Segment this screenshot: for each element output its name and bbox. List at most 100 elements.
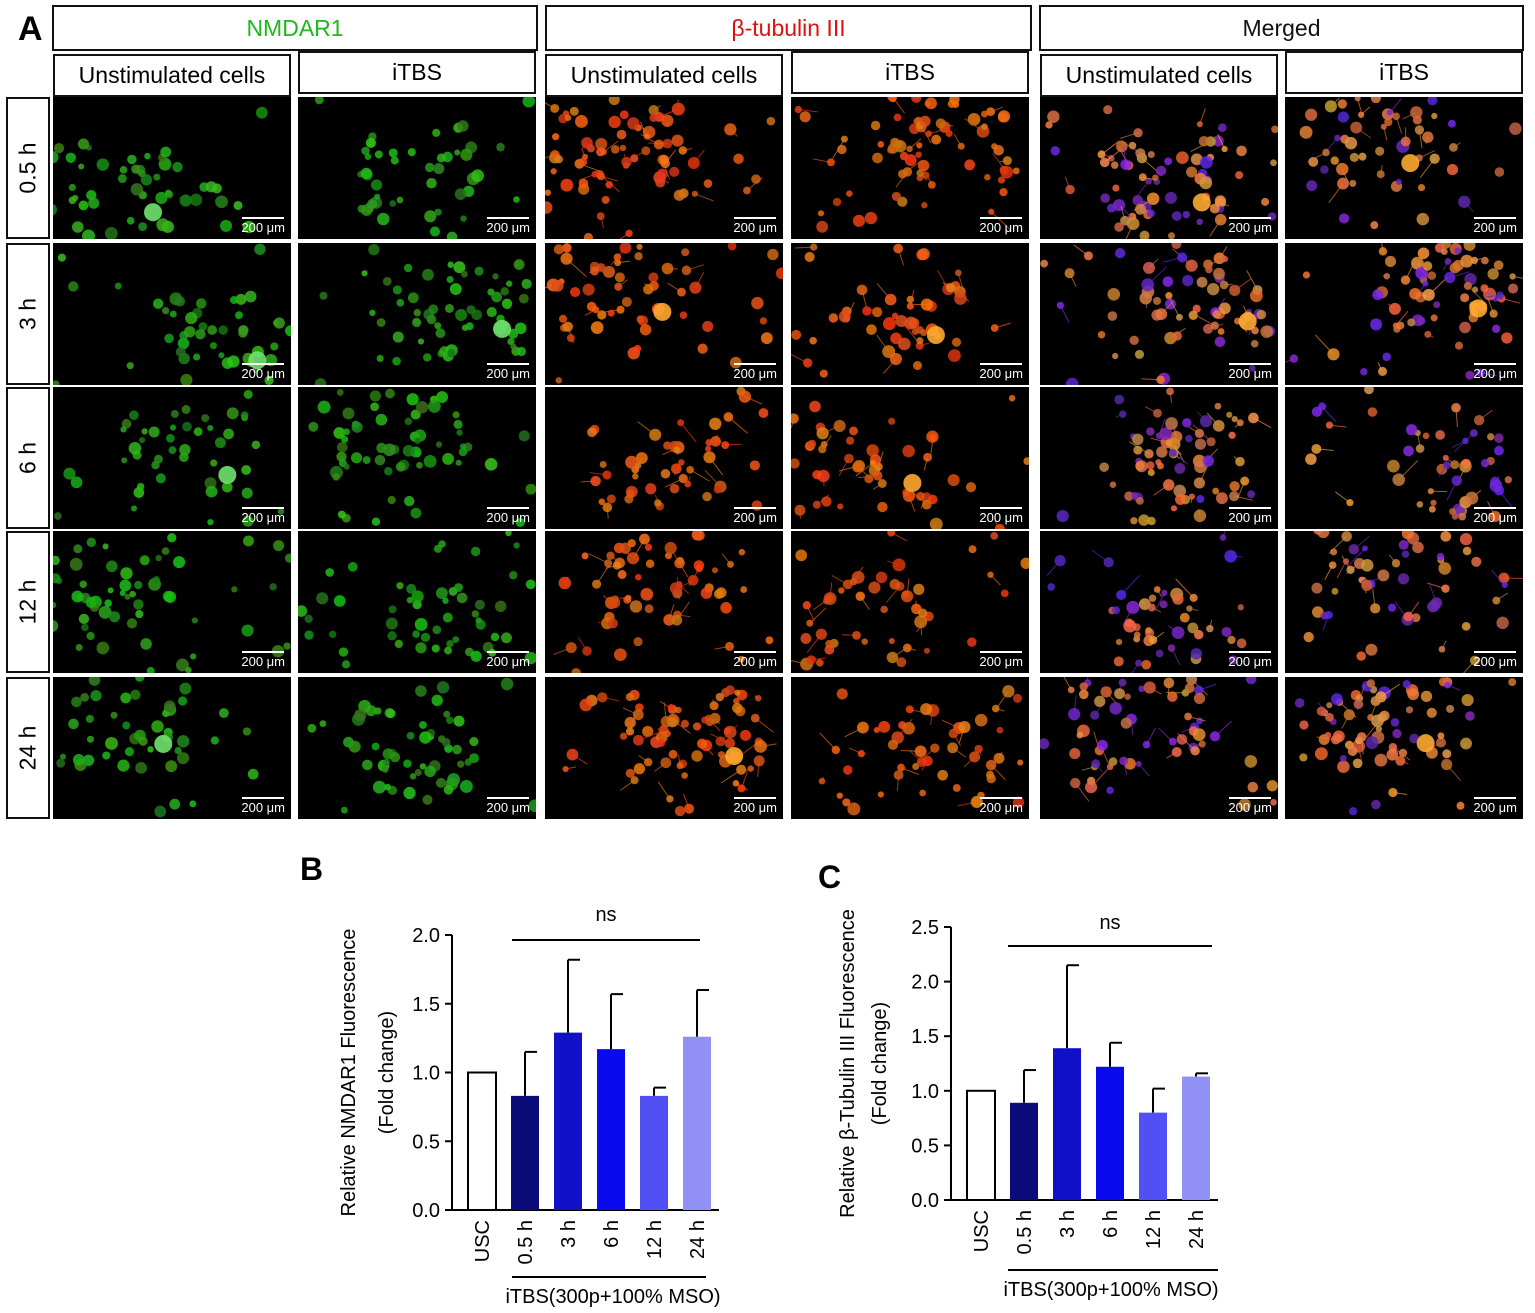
x-tick-label: 24 h <box>1186 1210 1208 1249</box>
micrograph-green: 200 μm <box>53 531 291 673</box>
cell-cluster <box>314 243 532 385</box>
cell-cluster <box>1294 677 1517 816</box>
y-tick-label: 1.0 <box>911 1081 939 1103</box>
micrograph-green: 200 μm <box>298 243 536 385</box>
cell-cluster <box>1056 387 1272 526</box>
cell-cluster <box>53 533 291 673</box>
scale-bar: 200 μm <box>1473 217 1517 235</box>
cell-cluster <box>1046 531 1247 673</box>
scale-bar: 200 μm <box>979 797 1023 815</box>
y-axis-label-unit: (Fold change) <box>376 1011 398 1134</box>
cell-cluster <box>545 97 776 239</box>
scale-bar: 200 μm <box>1228 651 1272 669</box>
scale-bar: 200 μm <box>979 651 1023 669</box>
scale-bar: 200 μm <box>1228 217 1272 235</box>
y-tick-label: 2.0 <box>412 925 440 947</box>
scale-bar: 200 μm <box>1228 797 1272 815</box>
cell-cluster <box>1040 243 1275 385</box>
scale-bar: 200 μm <box>486 797 530 815</box>
y-tick-label: 0.5 <box>412 1131 440 1153</box>
bar-6h <box>597 1049 625 1210</box>
micrograph-green: 200 μm <box>53 387 291 529</box>
scale-bar: 200 μm <box>733 217 777 235</box>
cell-cluster <box>1299 97 1522 230</box>
y-tick-label: 1.5 <box>911 1026 939 1048</box>
panel-label-a: A <box>18 10 43 48</box>
scale-bar: 200 μm <box>486 363 530 381</box>
cell-cluster <box>307 677 536 814</box>
cell-cluster <box>1045 105 1278 239</box>
scale-bar: 200 μm <box>733 363 777 381</box>
y-tick-label: 1.5 <box>412 994 440 1016</box>
timepoint-label: 3 h <box>6 243 50 385</box>
scale-bar: 200 μm <box>486 507 530 525</box>
condition-header: iTBS <box>791 51 1029 94</box>
cell-cluster <box>314 97 535 239</box>
scale-bar: 200 μm <box>979 507 1023 525</box>
y-axis-label: Relative NMDAR1 Fluorescence <box>338 929 360 1217</box>
cell-cluster <box>56 677 259 818</box>
scale-bar: 200 μm <box>1473 797 1517 815</box>
micrograph-green: 200 μm <box>298 677 536 819</box>
condition-header: Unstimulated cells <box>1040 54 1278 97</box>
scale-bar: 200 μm <box>241 363 285 381</box>
micrograph-green: 200 μm <box>298 531 536 673</box>
y-axis-label-unit: (Fold change) <box>869 1002 891 1125</box>
micrograph-green: 200 μm <box>53 243 291 385</box>
micrograph-merged: 200 μm <box>1040 531 1278 673</box>
group-label: iTBS(300p+100% MSO) <box>1003 1279 1218 1301</box>
y-axis-label: Relative β-Tubulin III Fluorescence <box>837 909 859 1218</box>
micrograph-red: 200 μm <box>545 97 783 239</box>
micrograph-green: 200 μm <box>53 97 291 239</box>
scale-bar: 200 μm <box>733 651 777 669</box>
group-header-1: β-tubulin III <box>545 5 1032 51</box>
bar-0.5h <box>511 1095 539 1210</box>
cell-cluster <box>553 531 774 673</box>
micrograph-red: 200 μm <box>791 243 1029 385</box>
micrograph-green: 200 μm <box>53 677 291 819</box>
micrograph-merged: 200 μm <box>1285 243 1523 385</box>
scale-bar: 200 μm <box>1473 363 1517 381</box>
scale-bar: 200 μm <box>979 363 1023 381</box>
scale-bar: 200 μm <box>1473 651 1517 669</box>
x-tick-label: 24 h <box>687 1220 709 1259</box>
cell-cluster <box>818 685 1025 816</box>
x-tick-label: 12 h <box>1143 1210 1165 1249</box>
bar-0.5h <box>1010 1102 1038 1200</box>
y-tick-label: 2.5 <box>911 917 939 939</box>
bar-3h <box>1053 1048 1081 1200</box>
bar-6h <box>1096 1066 1124 1200</box>
bar-USC <box>467 1071 497 1211</box>
micrograph-red: 200 μm <box>545 243 783 385</box>
y-tick-label: 0.5 <box>911 1135 939 1157</box>
x-tick-label: USC <box>971 1210 993 1252</box>
timepoint-label: 6 h <box>6 387 50 529</box>
bar-3h <box>554 1032 582 1210</box>
cell-cluster <box>545 243 783 384</box>
cell-cluster <box>298 531 536 669</box>
cell-cluster <box>791 531 1029 671</box>
scale-bar: 200 μm <box>486 651 530 669</box>
micrograph-merged: 200 μm <box>1040 387 1278 529</box>
cell-cluster <box>1285 243 1523 380</box>
x-tick-label: USC <box>472 1220 494 1262</box>
group-header-2: Merged <box>1039 5 1524 51</box>
micrograph-red: 200 μm <box>791 97 1029 239</box>
condition-header: iTBS <box>298 51 536 94</box>
cell-cluster <box>580 387 769 519</box>
micrograph-merged: 200 μm <box>1285 97 1523 239</box>
micrograph-red: 200 μm <box>791 531 1029 673</box>
significance-label: ns <box>595 904 616 926</box>
condition-header: Unstimulated cells <box>545 54 783 97</box>
micrograph-green: 200 μm <box>298 387 536 529</box>
bar-USC <box>966 1089 996 1202</box>
micrograph-red: 200 μm <box>545 677 783 819</box>
x-tick-label: 3 h <box>558 1220 580 1248</box>
scale-bar: 200 μm <box>241 507 285 525</box>
scale-bar: 200 μm <box>241 651 285 669</box>
significance-label: ns <box>1099 912 1120 934</box>
x-tick-label: 6 h <box>601 1220 623 1248</box>
y-tick-label: 1.0 <box>412 1063 440 1085</box>
micrograph-red: 200 μm <box>545 387 783 529</box>
